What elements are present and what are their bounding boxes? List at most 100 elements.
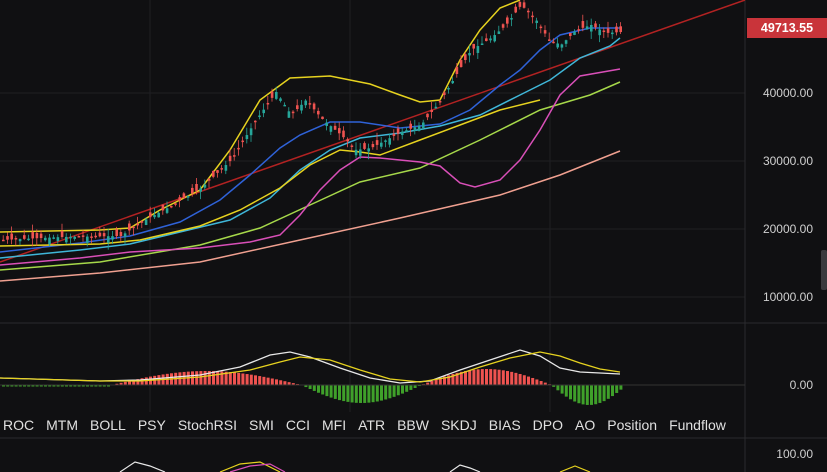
candle-body bbox=[476, 46, 480, 53]
candle-body bbox=[514, 6, 517, 13]
histogram-bar bbox=[140, 378, 144, 385]
histogram-bar bbox=[384, 385, 388, 400]
histogram-bar bbox=[39, 385, 43, 387]
candle-body bbox=[23, 235, 26, 239]
histogram-bar bbox=[287, 382, 291, 385]
histogram-bar bbox=[283, 381, 287, 385]
candle-body bbox=[262, 109, 265, 114]
histogram-bar bbox=[447, 375, 451, 385]
histogram-bar bbox=[480, 369, 484, 385]
histogram-bar bbox=[119, 382, 123, 385]
candle-body bbox=[359, 149, 362, 156]
tab-psy[interactable]: PSY bbox=[137, 417, 166, 433]
trendline[interactable] bbox=[0, 0, 746, 263]
histogram-bar bbox=[18, 385, 22, 387]
histogram-bar bbox=[333, 385, 337, 399]
histogram-bar bbox=[308, 385, 312, 390]
price-axis-tick: 20000.00 bbox=[762, 222, 813, 236]
histogram-bar bbox=[409, 385, 413, 390]
histogram-bar bbox=[48, 385, 52, 387]
tab-mfi[interactable]: MFI bbox=[322, 417, 347, 433]
candle-body bbox=[216, 170, 219, 173]
candle-body bbox=[350, 145, 354, 147]
histogram-bar bbox=[199, 371, 203, 385]
histogram-bar bbox=[52, 385, 56, 387]
histogram-bar bbox=[90, 385, 94, 387]
tab-atr[interactable]: ATR bbox=[358, 417, 386, 433]
candle-body bbox=[464, 54, 467, 60]
histogram-bar bbox=[531, 377, 535, 385]
tab-position[interactable]: Position bbox=[607, 417, 658, 433]
histogram-bar bbox=[207, 371, 211, 385]
histogram-bar bbox=[380, 385, 383, 401]
axis-scroll-handle[interactable] bbox=[821, 250, 827, 290]
candle-body bbox=[228, 155, 232, 162]
candle-body bbox=[384, 140, 387, 142]
histogram-bar bbox=[510, 371, 514, 385]
histogram-bar bbox=[262, 376, 266, 385]
histogram-bar bbox=[270, 378, 274, 385]
candle-body bbox=[552, 41, 555, 44]
candle-body bbox=[598, 29, 601, 36]
candle-body bbox=[191, 187, 194, 194]
tab-cci[interactable]: CCI bbox=[285, 417, 310, 433]
candle-body bbox=[585, 26, 589, 30]
candle-body bbox=[510, 18, 513, 20]
histogram-bar bbox=[363, 385, 367, 403]
tab-bias[interactable]: BIAS bbox=[488, 417, 521, 433]
candle-body bbox=[543, 30, 547, 34]
candle-body bbox=[611, 32, 614, 35]
tab-ao[interactable]: AO bbox=[575, 417, 596, 433]
candle-body bbox=[468, 53, 471, 56]
candle-body bbox=[426, 113, 429, 118]
candle-body bbox=[291, 111, 295, 114]
candle-body bbox=[157, 212, 160, 218]
histogram-bar bbox=[107, 385, 110, 387]
tab-boll[interactable]: BOLL bbox=[90, 417, 126, 433]
candle-body bbox=[300, 104, 303, 111]
candle-body bbox=[161, 204, 165, 211]
histogram-bar bbox=[304, 385, 308, 388]
histogram-bar bbox=[212, 371, 215, 385]
candle-body bbox=[342, 130, 345, 138]
candle-body bbox=[123, 233, 127, 237]
candle-body bbox=[65, 236, 68, 243]
candle-body bbox=[396, 128, 400, 134]
tab-roc[interactable]: ROC bbox=[3, 417, 35, 433]
histogram-bar bbox=[312, 385, 316, 391]
tab-dpo[interactable]: DPO bbox=[532, 417, 564, 433]
tab-skdj[interactable]: SKDJ bbox=[440, 417, 477, 433]
histogram-bar bbox=[350, 385, 354, 403]
candle-body bbox=[6, 236, 9, 240]
histogram-bar bbox=[611, 385, 614, 397]
candle-body bbox=[405, 130, 408, 132]
candle-body bbox=[619, 26, 622, 33]
tab-smi[interactable]: SMI bbox=[248, 417, 274, 433]
candle-body bbox=[430, 109, 433, 112]
histogram-bar bbox=[10, 385, 14, 387]
candle-body bbox=[392, 133, 396, 136]
candle-body bbox=[115, 229, 118, 237]
candle-body bbox=[241, 140, 244, 143]
histogram-bar bbox=[191, 371, 194, 385]
histogram-bar bbox=[493, 369, 497, 385]
candle-body bbox=[564, 40, 568, 44]
candle-body bbox=[375, 140, 379, 145]
indicator-tabs: ROC MTM BOLL PSY StochRSI SMI CCI MFI AT… bbox=[0, 412, 745, 438]
candle-body bbox=[35, 232, 39, 239]
histogram-bar bbox=[497, 369, 501, 385]
tab-fundflow[interactable]: Fundflow bbox=[669, 417, 726, 433]
tab-mtm[interactable]: MTM bbox=[46, 417, 79, 433]
histogram-bar bbox=[489, 369, 493, 385]
tab-stochrsi[interactable]: StochRSI bbox=[177, 417, 237, 433]
tab-bbw[interactable]: BBW bbox=[397, 417, 429, 433]
oscillator-yellow-line bbox=[0, 351, 621, 383]
histogram-bar bbox=[279, 380, 283, 385]
histogram-bar bbox=[434, 379, 438, 385]
candle-body bbox=[371, 144, 375, 148]
candle-body bbox=[254, 120, 257, 123]
candle-body bbox=[548, 39, 551, 41]
histogram-bar bbox=[438, 377, 442, 385]
histogram-bar bbox=[44, 385, 47, 387]
